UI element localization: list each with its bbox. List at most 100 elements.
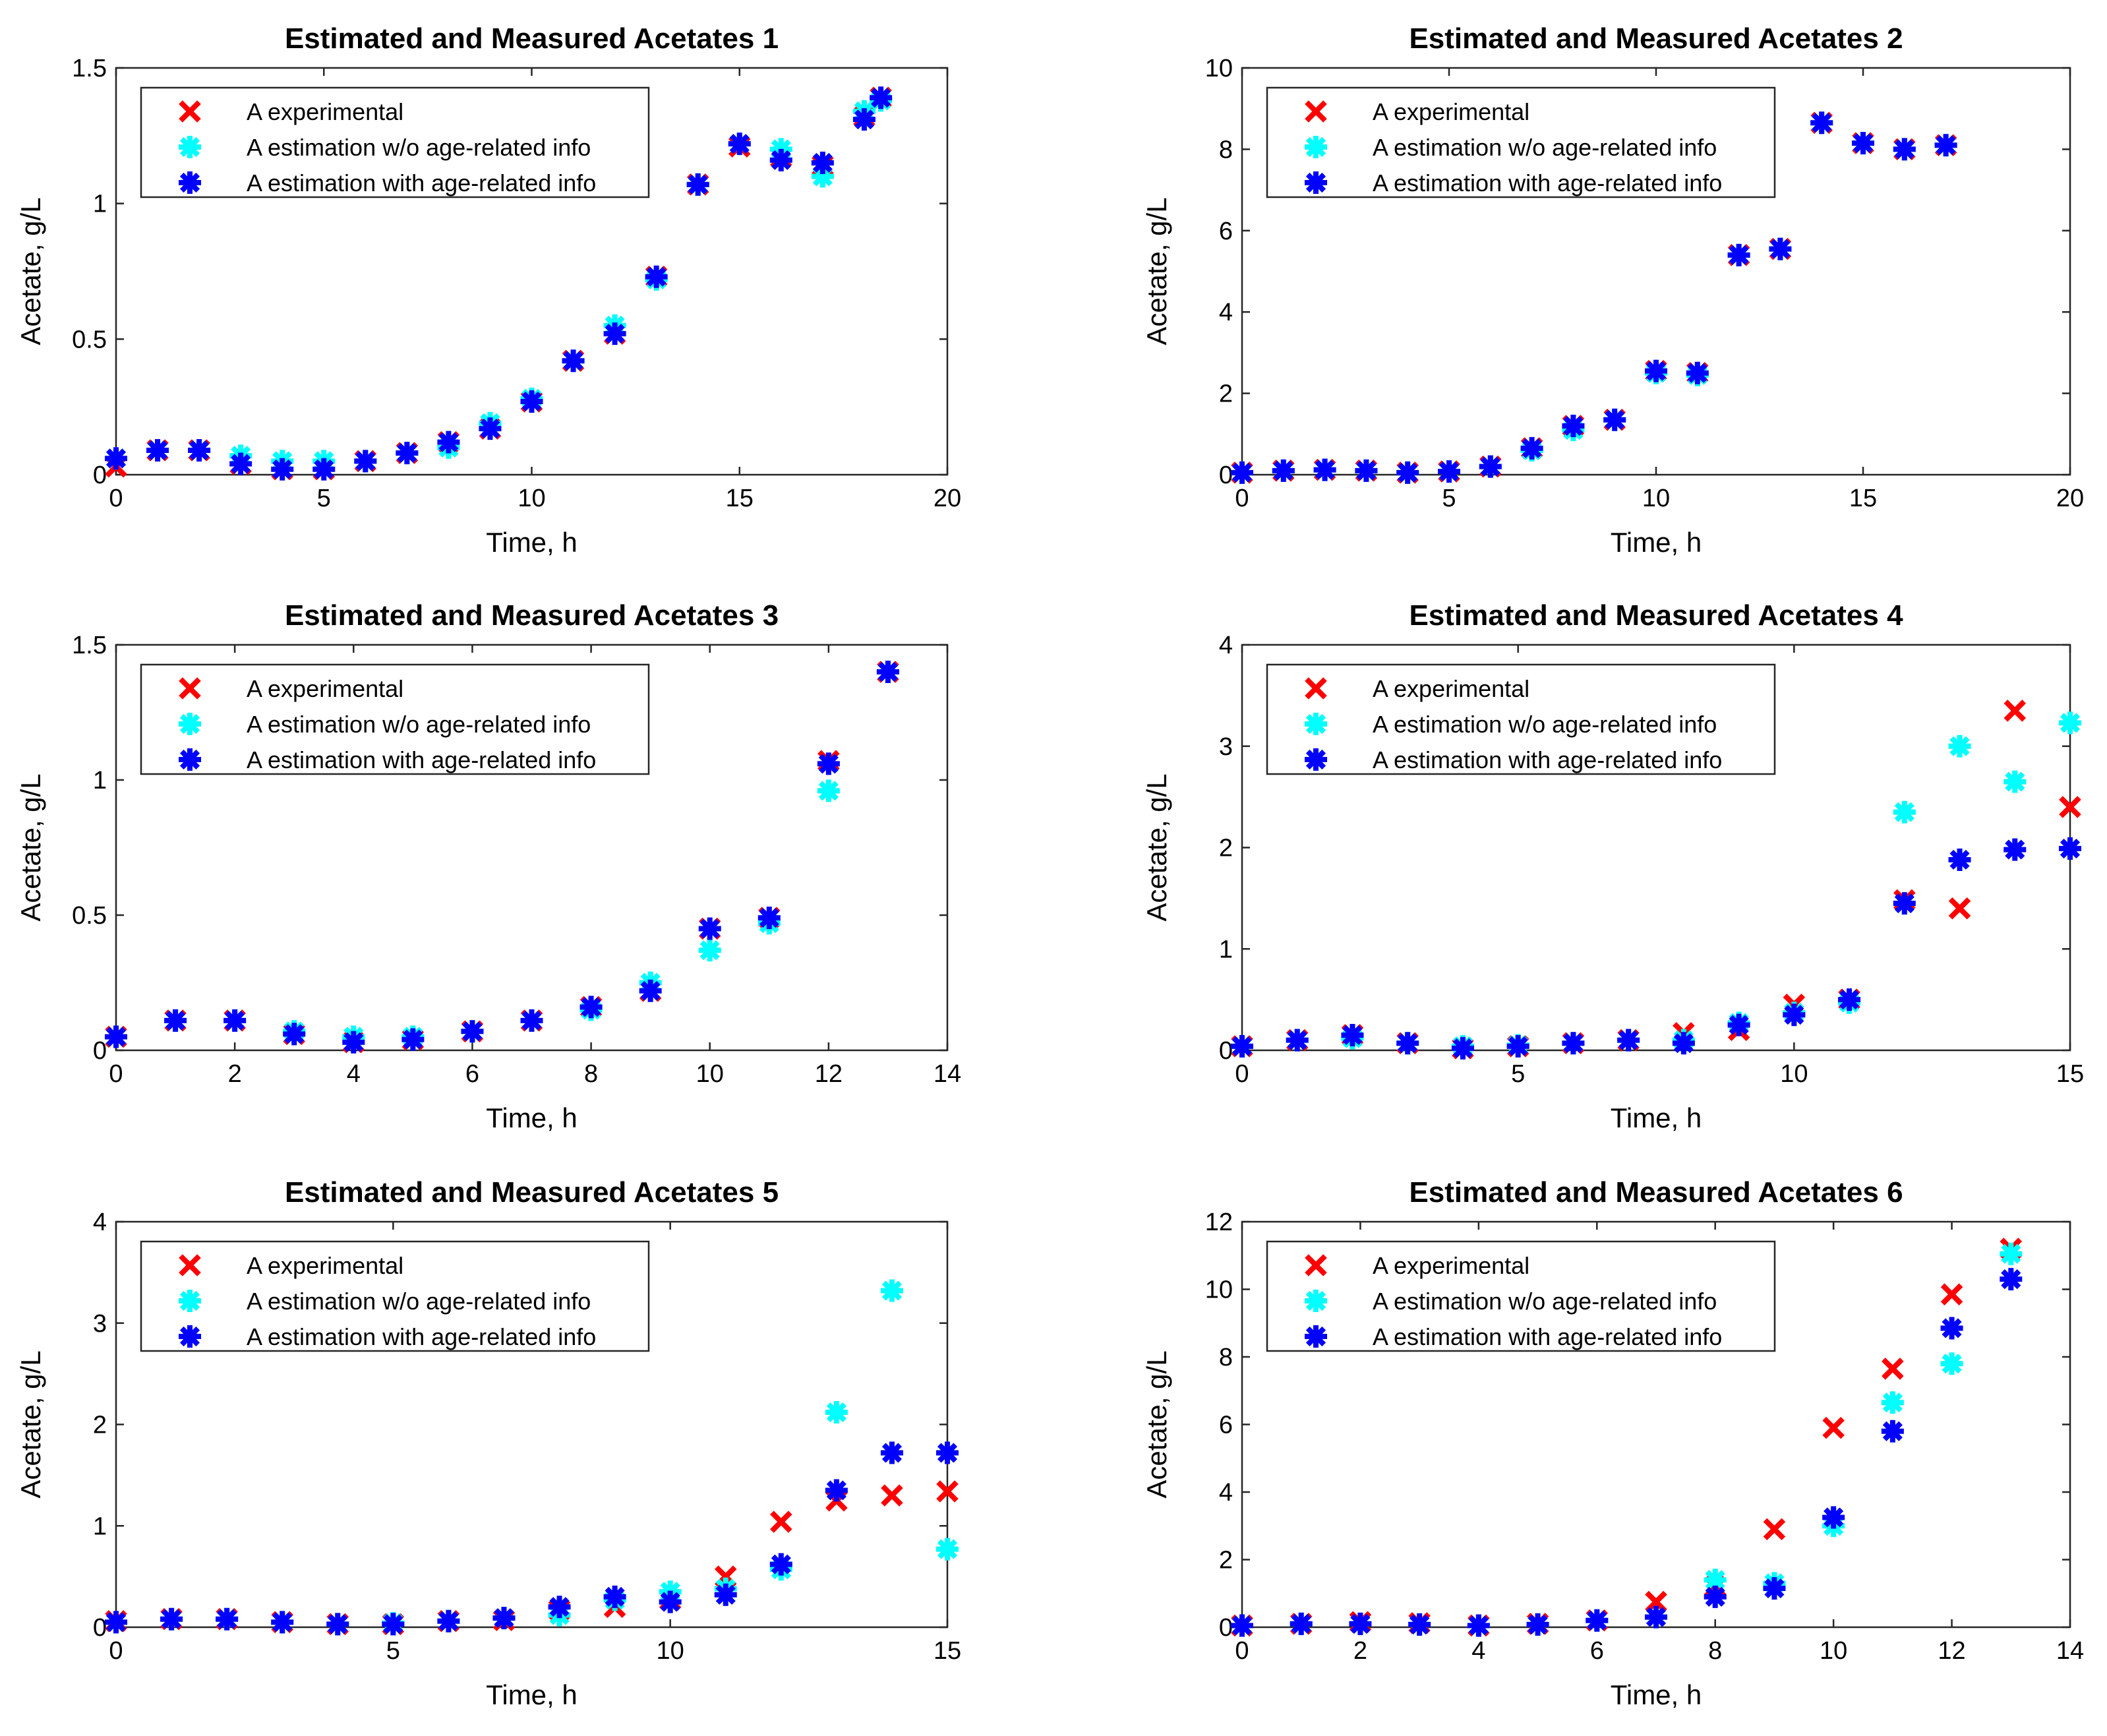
data-point [1852, 132, 1874, 155]
data-point [2003, 838, 2027, 861]
data-point [1686, 361, 1709, 384]
y-tick-label: 6 [1219, 1412, 1233, 1439]
legend-box [140, 86, 650, 198]
y-tick-label: 1.5 [72, 632, 107, 659]
x-tick-label: 4 [1471, 1637, 1485, 1665]
data-point [1783, 1003, 1806, 1027]
legend-entry: A estimation with age-related info [247, 746, 596, 773]
data-point [1272, 459, 1295, 482]
legend-marker [1305, 748, 1327, 771]
data-point [936, 1480, 959, 1503]
data-point [492, 1607, 516, 1630]
data-point [2000, 1268, 2023, 1291]
x-tick-label: 5 [317, 485, 331, 512]
data-point [2000, 1242, 2023, 1265]
legend-marker [179, 1325, 201, 1348]
data-point [645, 265, 668, 288]
legend-box [1266, 86, 1776, 198]
data-point [1645, 1605, 1667, 1629]
data-point [1727, 243, 1750, 266]
data-point [1763, 1518, 1786, 1541]
y-axis-label: Acetate, g/L [15, 197, 46, 345]
y-tick-label: 12 [1205, 1209, 1233, 1236]
y-tick-label: 1 [93, 191, 107, 218]
x-tick-label: 0 [1235, 1060, 1249, 1088]
data-point [659, 1590, 682, 1613]
y-tick-label: 0 [93, 1614, 107, 1642]
legend-box [1266, 663, 1776, 775]
y-tick-label: 4 [1219, 299, 1233, 326]
data-point [603, 322, 626, 345]
chart-panel-1: Estimated and Measured Acetates 10 5 10 15 2… [15, 22, 961, 558]
y-tick-label: 8 [1219, 136, 1233, 164]
data-point [1562, 1032, 1585, 1055]
data-point [271, 458, 294, 481]
data-point [639, 979, 662, 1002]
data-point [520, 390, 543, 413]
chart-title: Estimated and Measured Acetates 5 [285, 1176, 779, 1209]
data-point [825, 1401, 848, 1424]
series-3 [105, 86, 893, 481]
data-point [1479, 455, 1502, 478]
x-tick-label: 0 [109, 1060, 123, 1088]
data-point [2059, 796, 2081, 818]
x-tick-label: 15 [1849, 485, 1877, 512]
data-point [1451, 1036, 1474, 1060]
series-3 [105, 1441, 959, 1636]
data-point [105, 1025, 127, 1048]
x-tick-label: 5 [1511, 1060, 1525, 1088]
x-axis-label: Time, h [1611, 1679, 1702, 1710]
legend-entry: A experimental [1373, 1252, 1529, 1279]
x-tick-label: 4 [347, 1060, 361, 1088]
data-point [936, 1538, 959, 1561]
y-tick-label: 10 [1205, 55, 1233, 82]
data-point [437, 431, 460, 454]
legend-entry: A estimation w/o age-related info [247, 134, 591, 161]
legend-marker [1305, 136, 1327, 158]
x-tick-label: 10 [518, 485, 545, 512]
legend-entry: A estimation w/o age-related info [1373, 711, 1717, 738]
data-point [401, 1028, 425, 1051]
data-point [1396, 461, 1419, 484]
data-point [1948, 897, 1971, 920]
data-point [326, 1613, 349, 1636]
data-point [1603, 408, 1626, 431]
legend-box [140, 663, 650, 775]
data-point [870, 86, 893, 109]
data-point [1341, 1023, 1364, 1046]
data-point [229, 452, 252, 475]
y-axis-label: Acetate, g/L [1141, 197, 1172, 345]
data-point [562, 349, 585, 373]
legend-entry: A estimation w/o age-related info [247, 711, 591, 738]
legend-marker [179, 100, 201, 123]
legend-entry: A experimental [247, 98, 403, 125]
x-tick-label: 10 [1642, 485, 1670, 512]
x-tick-label: 12 [815, 1060, 843, 1088]
y-axis-label: Acetate, g/L [15, 773, 46, 921]
series-3 [1231, 111, 1957, 484]
y-tick-label: 2 [1219, 1547, 1233, 1574]
data-point [479, 417, 502, 440]
x-tick-label: 10 [696, 1060, 724, 1088]
data-point [1520, 436, 1543, 460]
data-point [1838, 988, 1861, 1011]
data-point [817, 779, 840, 802]
legend-entry: A experimental [247, 1252, 403, 1279]
x-tick-label: 8 [1708, 1637, 1722, 1665]
chart-panel-6: Estimated and Measured Acetates 6 0 2 4 6 8 10… [1141, 1176, 2084, 1710]
legend: A experimental A estimation w/o age-relat… [1266, 86, 1776, 198]
data-point [160, 1607, 183, 1631]
legend-marker [179, 677, 201, 700]
chart-panel-2: Estimated and Measured Acetates 2 0 5 10 15 2… [1141, 22, 2084, 558]
data-point [2059, 837, 2081, 860]
data-point [936, 1441, 959, 1464]
x-tick-label: 20 [934, 485, 961, 512]
data-point [1810, 111, 1833, 135]
chart-panel-3: Estimated and Measured Acetates 30 2 4 6 8 10… [15, 599, 961, 1133]
data-point [757, 907, 781, 930]
legend-marker [179, 136, 201, 158]
data-point [1231, 1034, 1253, 1058]
legend: A experimental A estimation w/o age-relat… [140, 86, 650, 198]
data-point [1286, 1029, 1309, 1052]
